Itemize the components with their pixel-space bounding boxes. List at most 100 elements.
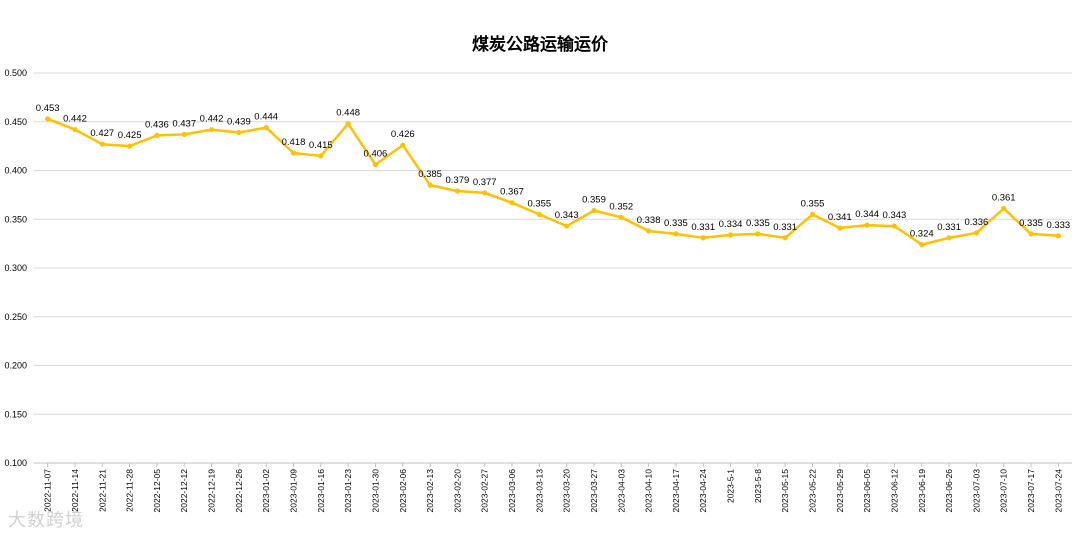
y-tick-label: 0.300 bbox=[4, 263, 27, 273]
data-point bbox=[263, 125, 269, 131]
x-tick-label: 2023-04-03 bbox=[616, 469, 626, 513]
x-tick-label: 2023-05-15 bbox=[780, 469, 790, 513]
y-tick-label: 0.150 bbox=[4, 409, 27, 419]
data-point bbox=[946, 235, 952, 241]
data-label: 0.338 bbox=[637, 215, 661, 226]
data-point bbox=[837, 225, 843, 231]
data-point bbox=[700, 235, 706, 241]
data-label: 0.343 bbox=[883, 210, 907, 221]
data-label: 0.343 bbox=[555, 210, 579, 221]
data-point bbox=[345, 121, 351, 127]
x-tick-label: 2023-07-03 bbox=[971, 469, 981, 513]
data-point bbox=[782, 235, 788, 241]
y-tick-label: 0.450 bbox=[4, 117, 27, 127]
x-tick-label: 2022-11-14 bbox=[70, 469, 80, 512]
data-label: 0.427 bbox=[90, 128, 114, 139]
data-label: 0.335 bbox=[1019, 218, 1043, 229]
data-label: 0.444 bbox=[254, 112, 278, 123]
x-tick-label: 2023-06-12 bbox=[889, 469, 899, 513]
x-tick-label: 2023-01-23 bbox=[343, 469, 353, 513]
x-tick-label: 2023-06-05 bbox=[862, 469, 872, 513]
series-line bbox=[47, 117, 1059, 246]
data-label: 0.406 bbox=[364, 149, 388, 160]
data-label: 0.418 bbox=[282, 137, 306, 148]
data-point bbox=[127, 143, 133, 149]
data-label: 0.436 bbox=[145, 119, 169, 130]
data-point bbox=[864, 222, 870, 228]
x-tick-label: 2023-02-13 bbox=[425, 469, 435, 513]
watermark-logo: 大数跨境 bbox=[8, 510, 84, 531]
x-tick-label: 2022-12-19 bbox=[207, 469, 217, 513]
x-tick-label: 2023-07-17 bbox=[1026, 469, 1036, 513]
data-label: 0.426 bbox=[391, 129, 415, 140]
x-tick-label: 2023-07-24 bbox=[1053, 469, 1063, 513]
y-tick-label: 0.100 bbox=[4, 458, 27, 468]
data-label: 0.352 bbox=[609, 201, 633, 212]
data-point bbox=[618, 214, 624, 220]
x-tick-label: 2023-03-20 bbox=[562, 469, 572, 513]
data-label: 0.335 bbox=[664, 218, 688, 229]
data-point bbox=[1055, 233, 1061, 239]
data-point bbox=[72, 126, 78, 133]
data-point bbox=[646, 228, 652, 234]
data-label: 0.448 bbox=[336, 108, 360, 119]
y-tick-label: 0.500 bbox=[4, 68, 27, 78]
x-tick-label: 2023-01-02 bbox=[261, 469, 271, 513]
y-tick-label: 0.350 bbox=[4, 214, 27, 224]
data-label: 0.331 bbox=[773, 222, 797, 233]
data-label: 0.442 bbox=[200, 114, 224, 125]
data-point bbox=[673, 231, 679, 237]
y-axis-ticks: 0.100 0.150 0.200 0.250 0.300 0.350 0.400 0.450… bbox=[4, 68, 27, 468]
data-point bbox=[427, 182, 433, 188]
x-tick-label: 2023-01-16 bbox=[316, 469, 326, 513]
y-tick-label: 0.250 bbox=[4, 312, 27, 322]
x-tick-label: 2023-04-17 bbox=[671, 469, 681, 513]
x-tick-label: 2022-11-28 bbox=[125, 469, 135, 512]
gridlines bbox=[34, 72, 1072, 464]
data-label: 0.439 bbox=[227, 116, 251, 127]
data-point bbox=[482, 190, 488, 196]
data-label: 0.361 bbox=[992, 193, 1016, 204]
x-tick-label: 2023-03-13 bbox=[534, 469, 544, 513]
x-tick-label: 2023-04-24 bbox=[698, 469, 708, 513]
data-label: 0.336 bbox=[965, 217, 989, 228]
data-label: 0.379 bbox=[446, 175, 470, 186]
x-tick-label: 2023-04-10 bbox=[644, 469, 654, 513]
data-point bbox=[290, 150, 297, 156]
data-point bbox=[1028, 231, 1034, 237]
x-tick-label: 2022-12-05 bbox=[152, 469, 162, 513]
data-label: 0.333 bbox=[1046, 220, 1070, 231]
data-point bbox=[891, 223, 898, 229]
data-point bbox=[919, 242, 925, 248]
data-point bbox=[727, 232, 734, 238]
data-label: 0.331 bbox=[691, 222, 715, 233]
y-tick-label: 0.200 bbox=[4, 361, 27, 371]
data-label: 0.355 bbox=[801, 198, 825, 209]
data-point bbox=[973, 230, 979, 236]
data-point bbox=[208, 126, 215, 133]
x-tick-label: 2022-11-07 bbox=[43, 469, 53, 512]
data-point bbox=[45, 116, 51, 122]
data-point bbox=[454, 188, 460, 194]
x-tick-label: 2023-01-30 bbox=[370, 469, 380, 513]
data-label: 0.415 bbox=[309, 140, 333, 151]
x-tick-label: 2023-03-06 bbox=[507, 469, 517, 513]
x-tick-label: 2023-02-20 bbox=[452, 469, 462, 513]
data-point bbox=[509, 200, 515, 206]
x-tick-label: 2023-05-29 bbox=[835, 469, 845, 513]
y-tick-label: 0.400 bbox=[4, 166, 27, 176]
data-label: 0.377 bbox=[473, 177, 497, 188]
data-point bbox=[318, 153, 324, 159]
x-tick-label: 2023-06-26 bbox=[944, 469, 954, 513]
x-tick-label: 2023-02-06 bbox=[398, 469, 408, 513]
data-label: 0.331 bbox=[937, 222, 961, 233]
x-tick-label: 2023-03-27 bbox=[589, 469, 599, 513]
data-label: 0.344 bbox=[855, 209, 879, 220]
data-label: 0.355 bbox=[527, 198, 551, 209]
x-tick-label: 2022-12-12 bbox=[179, 469, 189, 513]
x-tick-label: 2023-02-27 bbox=[480, 469, 490, 513]
data-label: 0.385 bbox=[418, 169, 442, 180]
data-point bbox=[99, 141, 105, 147]
